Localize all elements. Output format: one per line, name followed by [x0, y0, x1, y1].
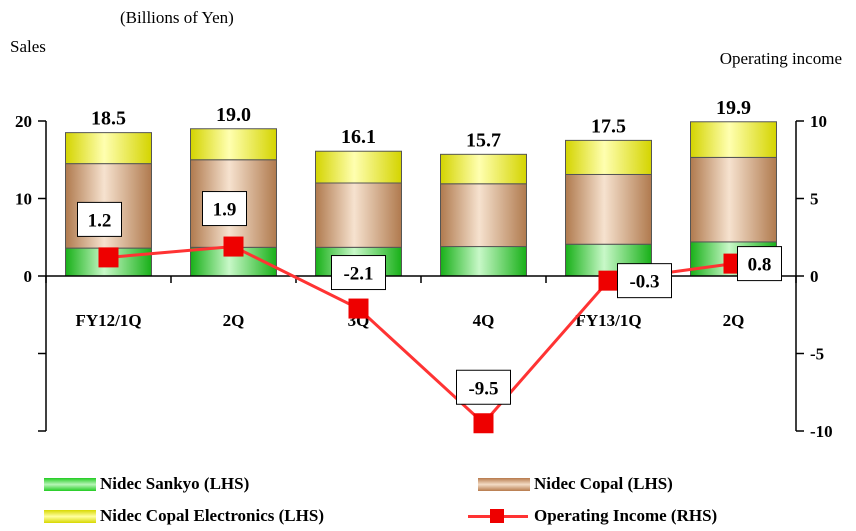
right-tick-label: -10 — [810, 422, 833, 441]
left-tick-label: 0 — [24, 267, 33, 286]
operating-income-label-box — [77, 201, 122, 237]
operating-income-label: 0.8 — [748, 255, 772, 276]
operating-income-marker — [98, 247, 119, 268]
bar-segment — [315, 150, 402, 184]
legend-label-copal: Nidec Copal (LHS) — [534, 474, 673, 493]
operating-income-label-box — [456, 369, 511, 405]
legend-label-sankyo: Nidec Sankyo (LHS) — [100, 474, 250, 493]
unit-label: (Billions of Yen) — [120, 8, 234, 27]
x-tick-label: 4Q — [473, 311, 495, 330]
bar-total-label: 17.5 — [591, 115, 626, 137]
left-tick-label: 10 — [15, 190, 32, 209]
bar-segment — [315, 182, 402, 248]
legend-line-operating-income — [468, 509, 528, 523]
bar-segment — [565, 173, 652, 245]
bar-segment — [440, 153, 527, 185]
x-tick-label: FY12/1Q — [75, 311, 141, 330]
operating-income-label-box — [617, 263, 672, 299]
operating-income-marker — [598, 270, 619, 291]
operating-income-label: -9.5 — [468, 378, 498, 399]
legend-item-operating-income: Operating Income (RHS) — [468, 506, 717, 526]
bar-segment — [565, 139, 652, 175]
x-tick-label: 2Q — [223, 311, 245, 330]
legend-item-sankyo: Nidec Sankyo (LHS) — [44, 474, 249, 494]
right-tick-label: -5 — [810, 345, 824, 364]
operating-income-label-box — [202, 191, 247, 227]
bar-segment — [440, 246, 527, 277]
bar-total-label: 18.5 — [91, 108, 126, 130]
operating-income-label-box — [737, 246, 782, 282]
operating-income-marker — [473, 413, 494, 434]
legend-swatch-sankyo — [44, 477, 96, 491]
x-tick-label: FY13/1Q — [575, 311, 641, 330]
bar-segment — [440, 183, 527, 248]
bar-segment — [690, 156, 777, 243]
operating-income-label: 1.2 — [88, 210, 112, 231]
legend-label-copal-electronics: Nidec Copal Electronics (LHS) — [100, 506, 324, 525]
legend-label-operating-income: Operating Income (RHS) — [534, 506, 718, 525]
legend-swatch-copal — [478, 477, 530, 491]
legend-swatch-copal-electronics — [44, 509, 96, 523]
bar-total-label: 15.7 — [466, 129, 501, 151]
left-axis-title: Sales — [10, 37, 46, 56]
legend-item-copal-electronics: Nidec Copal Electronics (LHS) — [44, 506, 324, 526]
right-axis-title: Operating income — [719, 49, 842, 68]
operating-income-label: 1.9 — [213, 200, 237, 221]
bar-total-label: 19.9 — [716, 97, 751, 119]
bar-total-label: 16.1 — [341, 126, 376, 148]
bar-total-label: 19.0 — [216, 104, 251, 126]
operating-income-label: -2.1 — [343, 264, 373, 285]
left-tick-label: 20 — [15, 112, 32, 131]
right-tick-label: 10 — [810, 112, 827, 131]
right-tick-label: 5 — [810, 190, 819, 209]
right-tick-label: 0 — [810, 267, 819, 286]
operating-income-label-box — [331, 255, 386, 291]
operating-income-marker — [223, 236, 244, 257]
x-tick-label: 2Q — [723, 311, 745, 330]
operating-income-label: -0.3 — [629, 272, 659, 293]
legend-item-copal: Nidec Copal (LHS) — [478, 474, 673, 494]
bar-segment — [65, 132, 152, 165]
bar-segment — [690, 121, 777, 158]
operating-income-marker — [348, 298, 369, 319]
bar-segment — [190, 128, 277, 161]
